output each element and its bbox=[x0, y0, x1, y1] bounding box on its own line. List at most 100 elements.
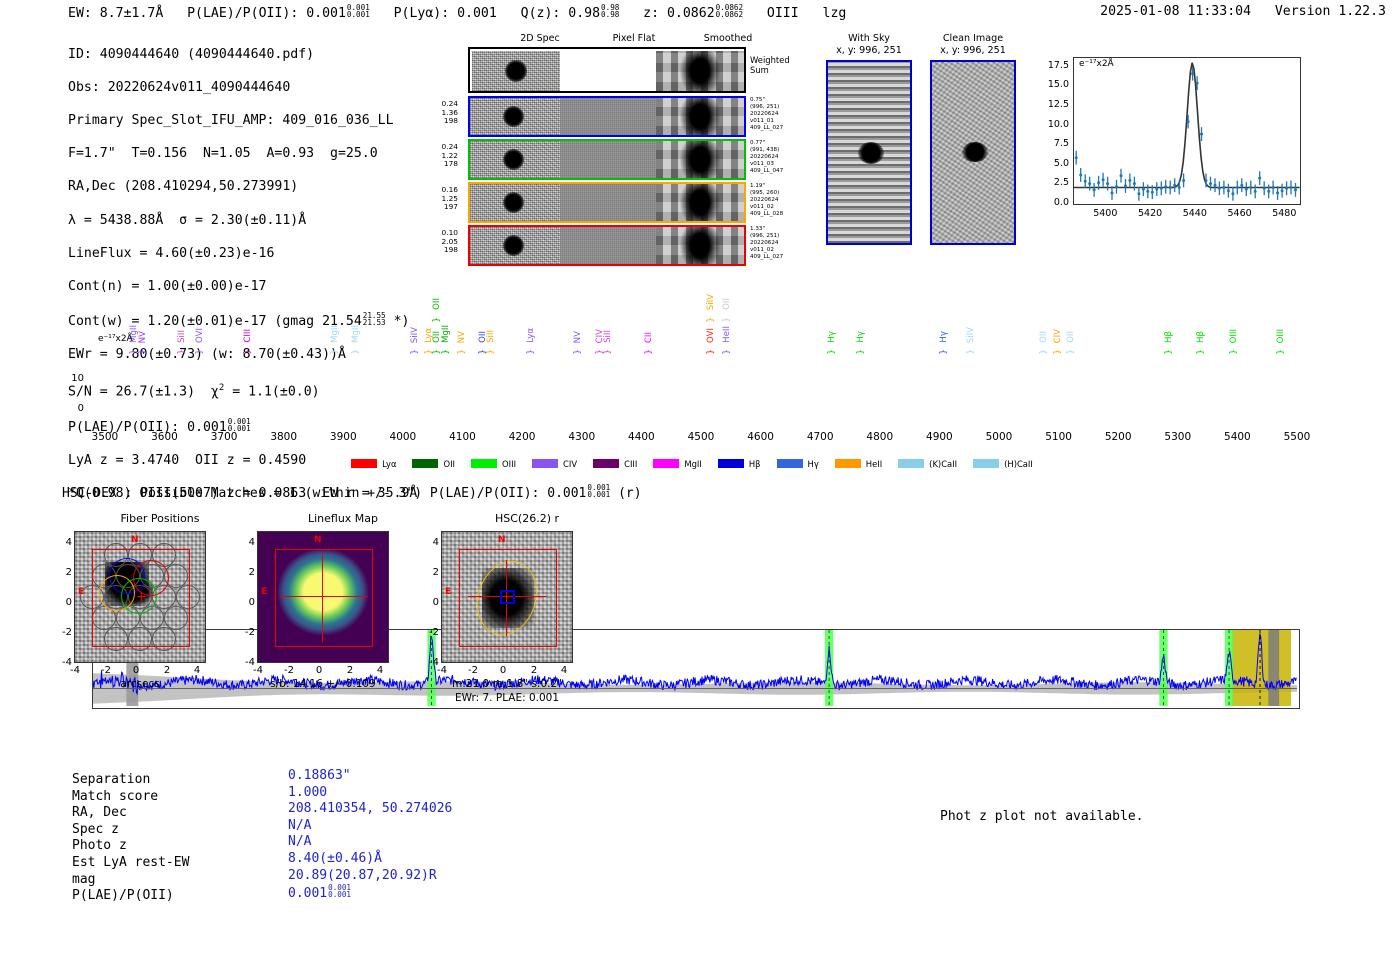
fiber-fov-box bbox=[92, 549, 190, 647]
strip-stat-value: 197 bbox=[443, 202, 458, 212]
header-datetime: 2025-01-08 11:33:04 bbox=[1100, 4, 1252, 19]
full-spectrum-panel: MgII} NV} SiII} OVI} CIII} MgII} MgII} SiIV} Lyα… bbox=[0, 280, 1400, 709]
lineflux-crosshair-h bbox=[280, 596, 368, 598]
spectrum-xtick: 4200 bbox=[508, 431, 536, 443]
panel-ytick: -2 bbox=[62, 627, 72, 638]
sn-text: S/N = 26.7(±1.3) bbox=[68, 384, 211, 400]
emission-line-label: OIII bbox=[1229, 328, 1240, 343]
spectrum-xtick: 3600 bbox=[151, 431, 178, 443]
panel-xtick: 2 bbox=[346, 665, 354, 676]
strip-meta-1: 0.77" (991, 438) 20220624 v011_03 409_LL_047 bbox=[750, 140, 783, 175]
strip-stats-2: 0.16 1.25 197 bbox=[416, 185, 458, 212]
panel-ytick: -4 bbox=[245, 657, 255, 668]
info-line-lambda: λ = 5438.88Å σ = 2.30(±0.11)Å bbox=[68, 212, 307, 228]
header-flag: lzg bbox=[822, 5, 847, 21]
panel-xtick: 4 bbox=[376, 665, 384, 676]
hsc-compass-e: E bbox=[445, 587, 452, 597]
table-value: N/A bbox=[288, 818, 452, 835]
table-key: P(LAE)/P(OII) bbox=[72, 888, 174, 904]
header-timestamp-block: 2025-01-08 11:33:04 Version 1.22.3 bbox=[1100, 4, 1386, 19]
strip-stat-value: 2.05 bbox=[441, 236, 458, 246]
emission-line-bracket: } bbox=[431, 317, 442, 323]
spectrum-xtick: 5300 bbox=[1164, 431, 1192, 443]
strip-meta-line: 1.33" bbox=[750, 226, 766, 232]
table-plae-range: 0.001 0.001 bbox=[328, 883, 351, 900]
legend-swatch bbox=[717, 459, 744, 468]
emission-line-label: Hβ bbox=[1195, 331, 1206, 343]
spectrum-annotation: e⁻¹⁷x2Å bbox=[98, 334, 133, 344]
emission-line-label: MgII bbox=[440, 325, 451, 343]
lineflux-compass-n: N bbox=[314, 535, 322, 545]
fiber-circle bbox=[152, 626, 176, 651]
col-title-smoothed: Smoothed bbox=[703, 33, 753, 44]
lineflux-fov-box bbox=[275, 549, 373, 647]
spec2d-strip bbox=[468, 96, 746, 137]
strip-stats-1: 0.24 1.22 178 bbox=[416, 142, 458, 169]
photz-message: Phot z plot not available. bbox=[940, 809, 1144, 824]
emission-line-bracket: } bbox=[194, 349, 205, 355]
strip-meta-line: 409_LL_047 bbox=[750, 168, 784, 174]
emission-line-bracket: } bbox=[456, 349, 467, 355]
fiber-title: Fiber Positions bbox=[120, 512, 200, 525]
panel-ytick: 4 bbox=[65, 537, 72, 548]
strip-meta-line: 1.19" bbox=[750, 183, 766, 189]
hsc-title: HSC(26.2) r bbox=[494, 512, 560, 525]
table-key: Est LyA rest-EW bbox=[72, 854, 190, 870]
panel-ytick: 0 bbox=[65, 597, 72, 608]
strip-pixelflat-image bbox=[560, 184, 656, 221]
emission-line-bracket: } bbox=[486, 349, 497, 355]
strip-smoothed-image bbox=[656, 227, 744, 264]
header-plae-range: 0.001 0.001 bbox=[346, 3, 370, 20]
strip-stats-0: 0.24 1.36 198 bbox=[416, 99, 458, 126]
hsc-crosshair-v bbox=[506, 560, 508, 636]
panel-ytick: 0 bbox=[432, 597, 439, 608]
strip-pixelflat-image bbox=[562, 51, 654, 91]
panel-ytick: 2 bbox=[65, 567, 72, 578]
panel-xtick: -2 bbox=[101, 665, 111, 676]
strip-meta-line: 409_LL_027 bbox=[750, 254, 784, 260]
emission-line-label: SiII bbox=[486, 330, 497, 343]
legend-swatch bbox=[834, 459, 861, 468]
header-line-id: OIII bbox=[766, 5, 799, 21]
strip-2dspec-image bbox=[472, 51, 560, 91]
table-key: mag bbox=[72, 871, 96, 887]
panel-xtick: -2 bbox=[468, 665, 478, 676]
emission-line-bracket: } bbox=[939, 349, 950, 355]
emission-line-label: OVI bbox=[194, 327, 205, 343]
strip-meta-line: (996, 251) bbox=[750, 233, 780, 239]
panel-ytick: 2 bbox=[248, 567, 255, 578]
header-version: Version 1.22.3 bbox=[1274, 4, 1386, 19]
source-info-block: ID: 4090444640 (4090444640.pdf) Obs: 202… bbox=[68, 30, 417, 519]
strip-stat-value: 198 bbox=[443, 116, 458, 126]
legend-label: CIV bbox=[563, 458, 578, 469]
emission-line-bracket: } bbox=[705, 317, 716, 323]
spectrum-xtick: 4100 bbox=[449, 431, 476, 443]
lineflux-crosshair-v bbox=[322, 554, 324, 642]
emission-line-label: Lyα bbox=[526, 328, 537, 343]
emission-line-label: OII bbox=[431, 298, 442, 310]
strip-smoothed-image bbox=[656, 141, 744, 178]
strip-smoothed-image bbox=[656, 98, 744, 135]
match-table-values: 0.18863" 1.000 208.410354, 50.274026 N/A N/A… bbox=[288, 768, 452, 903]
fit-ytick: 2.5 bbox=[1053, 177, 1069, 189]
line-fit-plot: 0.0 2.5 5.0 7.5 10.0 12.5 15.0 17.5 5400 5420 544… bbox=[1035, 55, 1303, 230]
emission-line-label: SiIV bbox=[966, 326, 977, 343]
header-qz-label: Q(z): 0.98 bbox=[520, 5, 601, 21]
panel-ytick: -4 bbox=[62, 657, 72, 668]
match-table-keys: Separation Match score RA, Dec Spec z Photo … bbox=[72, 772, 189, 905]
fiber-compass-n: N bbox=[131, 535, 139, 545]
strip-meta-line: 20220624 bbox=[750, 240, 779, 246]
emission-line-bracket: } bbox=[1052, 349, 1063, 355]
info-line-seeing: F=1.7" T=0.156 N=1.05 A=0.93 g=25.0 bbox=[68, 146, 378, 162]
emission-line-label: Hβ bbox=[1163, 331, 1174, 343]
panel-xtick: 2 bbox=[163, 665, 171, 676]
strip-meta-line: 20220624 bbox=[750, 111, 779, 117]
legend-swatch bbox=[532, 459, 559, 468]
info-line-radec: RA,Dec (208.410294,50.273991) bbox=[68, 179, 299, 195]
emission-line-bracket: } bbox=[242, 349, 253, 355]
panel-ytick: -2 bbox=[429, 627, 439, 638]
info-plae-range: 0.001 0.001 bbox=[227, 416, 251, 434]
spectrum-xtick: 5100 bbox=[1045, 431, 1072, 443]
hsc-match-marker bbox=[500, 590, 515, 604]
table-key: Photo z bbox=[72, 838, 127, 854]
